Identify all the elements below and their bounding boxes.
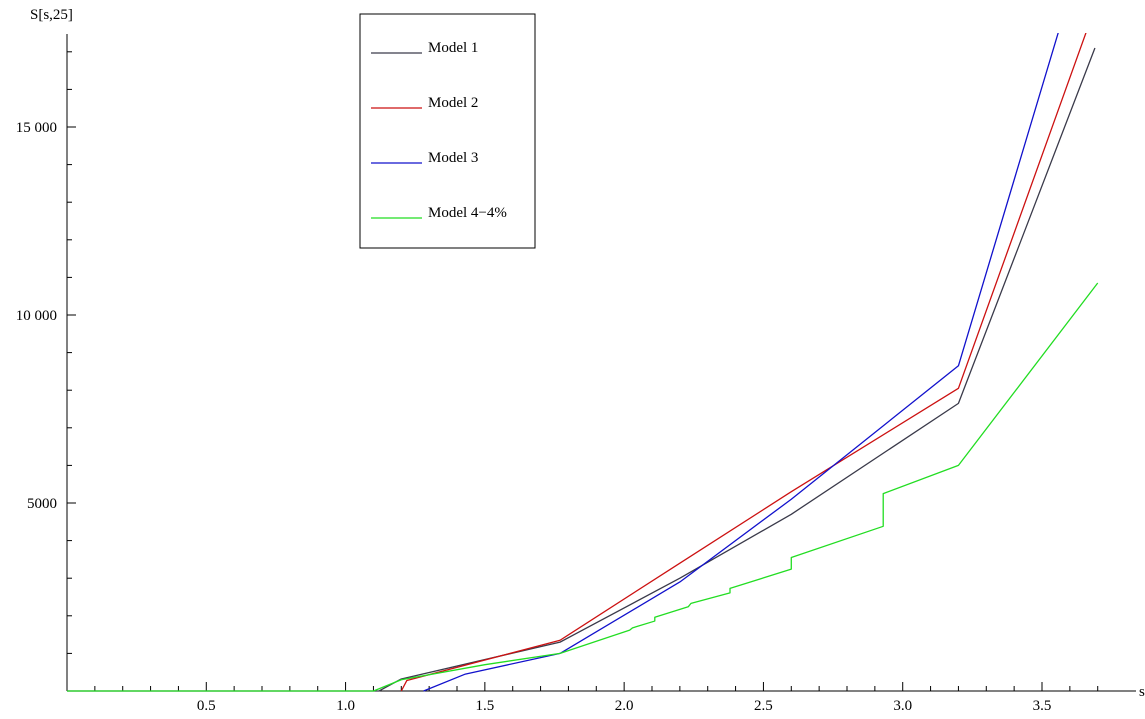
- series-line-2: [400, 33, 1087, 692]
- series-line-4: [67, 282, 1099, 692]
- x-axis-label: s: [1139, 684, 1145, 700]
- y-tick-label: 10 000: [16, 308, 57, 324]
- legend-label: Model 4−4%: [428, 205, 507, 221]
- legend-label: Model 3: [428, 150, 478, 166]
- series-line-1: [67, 47, 1096, 692]
- x-tick-label: 3.0: [893, 698, 912, 714]
- legend-label: Model 2: [428, 95, 478, 111]
- y-tick-label: 5000: [27, 496, 57, 512]
- x-tick-label: 3.5: [1033, 698, 1052, 714]
- x-tick-label: 0.5: [197, 698, 216, 714]
- legend-label: Model 1: [428, 40, 478, 56]
- series-layer: [67, 33, 1099, 692]
- series-line-3: [423, 33, 1059, 692]
- x-tick-label: 1.0: [336, 698, 355, 714]
- axes: 0.5 1.0 1.5 2.0 2.5 3.0 3.5 5000 10 000 15 000 S[s…: [16, 7, 1145, 714]
- x-tick-label: 2.5: [754, 698, 773, 714]
- y-tick-label: 15 000: [16, 120, 57, 136]
- legend: Model 1 Model 2 Model 3 Model 4−4%: [359, 13, 536, 249]
- x-tick-label: 2.0: [615, 698, 634, 714]
- y-axis-label: S[s,25]: [30, 7, 73, 23]
- x-tick-label: 1.5: [475, 698, 494, 714]
